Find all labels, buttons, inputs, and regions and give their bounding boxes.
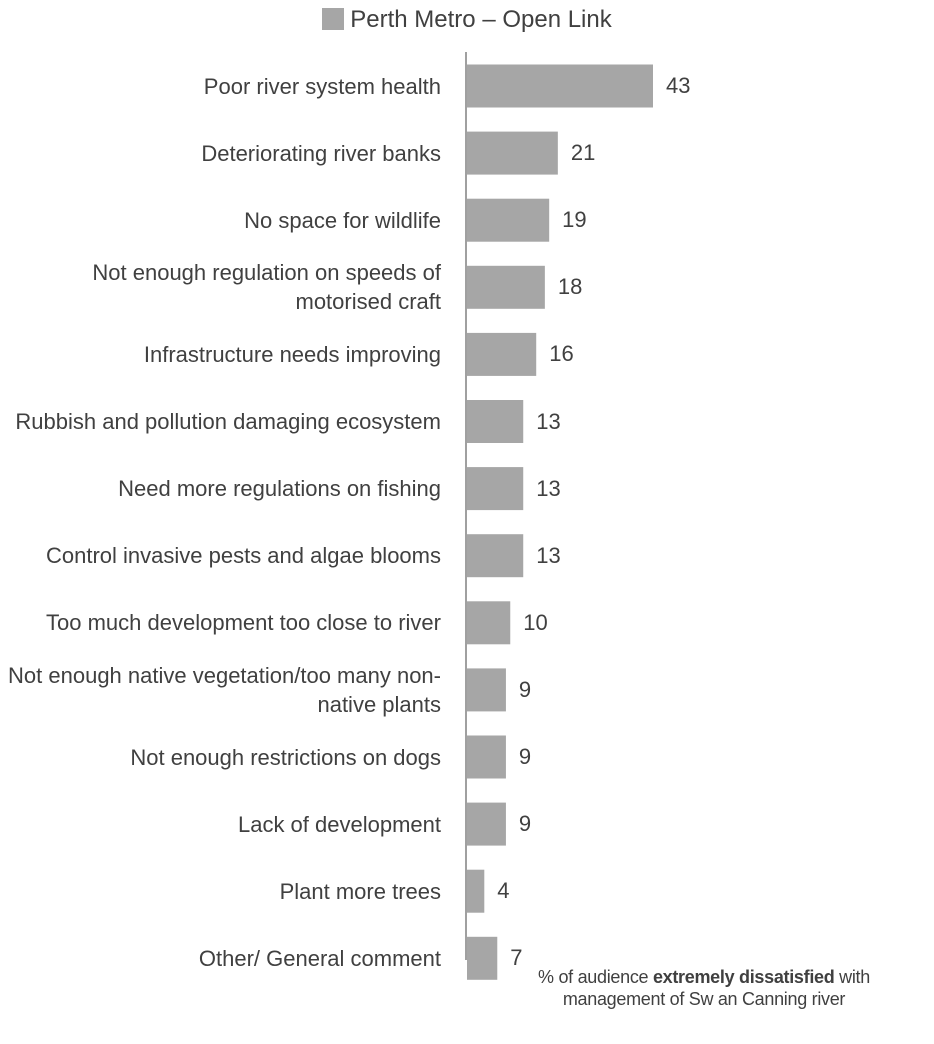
axis-title-bold: extremely dissatisfied xyxy=(652,967,835,987)
data-label: 4 xyxy=(497,878,510,904)
bar xyxy=(467,198,550,242)
data-label: 7 xyxy=(510,945,523,971)
data-label: 9 xyxy=(518,811,532,837)
bar xyxy=(467,936,498,980)
data-label: 16 xyxy=(549,341,574,367)
category-label: Poor river system health xyxy=(203,73,441,99)
category-label: Lack of development xyxy=(237,811,441,837)
legend-label: Perth Metro – Open Link xyxy=(350,6,612,33)
bar xyxy=(467,735,506,779)
axis-title-suffix: with xyxy=(834,967,870,987)
axis-title-prefix: % of audience xyxy=(538,967,653,987)
category-label: Not enough native vegetation/too many no… xyxy=(8,662,441,717)
category-label: Deteriorating river banks xyxy=(201,140,441,166)
bar xyxy=(467,467,524,511)
bar xyxy=(467,265,545,309)
axis-title: % of audience extremely dissatisfied wit… xyxy=(474,966,934,1010)
bar xyxy=(467,802,506,846)
category-label: Not enough restrictions on dogs xyxy=(130,744,441,770)
category-label: Not enough regulation on speeds of motor… xyxy=(92,260,441,315)
bar xyxy=(467,668,506,712)
bar xyxy=(467,64,653,108)
bar xyxy=(467,332,537,376)
data-label: 21 xyxy=(570,140,596,166)
axis-title-line2: management of Sw an Canning river xyxy=(562,989,846,1009)
legend: Perth Metro – Open Link xyxy=(0,6,934,34)
category-label: No space for wildlife xyxy=(244,207,441,233)
data-label: 43 xyxy=(666,73,691,98)
data-label: 9 xyxy=(518,744,532,769)
category-label: Other/ General comment xyxy=(198,945,441,971)
category-label: Too much development too close to river xyxy=(46,610,441,636)
category-label: Rubbish and pollution damaging ecosystem xyxy=(15,409,441,434)
data-label: 13 xyxy=(536,542,561,568)
bar xyxy=(467,131,558,175)
data-label: 9 xyxy=(518,676,532,702)
data-label: 13 xyxy=(536,408,561,434)
bar xyxy=(467,400,524,443)
category-label: Plant more trees xyxy=(279,878,441,904)
category-label: Infrastructure needs improving xyxy=(143,341,441,367)
bar xyxy=(467,534,524,578)
bar xyxy=(467,601,511,645)
legend-swatch xyxy=(322,8,345,30)
data-label: 10 xyxy=(523,609,548,635)
bar xyxy=(467,869,485,913)
data-label: 19 xyxy=(562,207,587,233)
category-label: Need more regulations on fishing xyxy=(118,476,441,502)
data-label: 18 xyxy=(557,274,583,300)
data-label: 13 xyxy=(536,475,561,501)
category-label: Control invasive pests and algae blooms xyxy=(45,543,441,569)
